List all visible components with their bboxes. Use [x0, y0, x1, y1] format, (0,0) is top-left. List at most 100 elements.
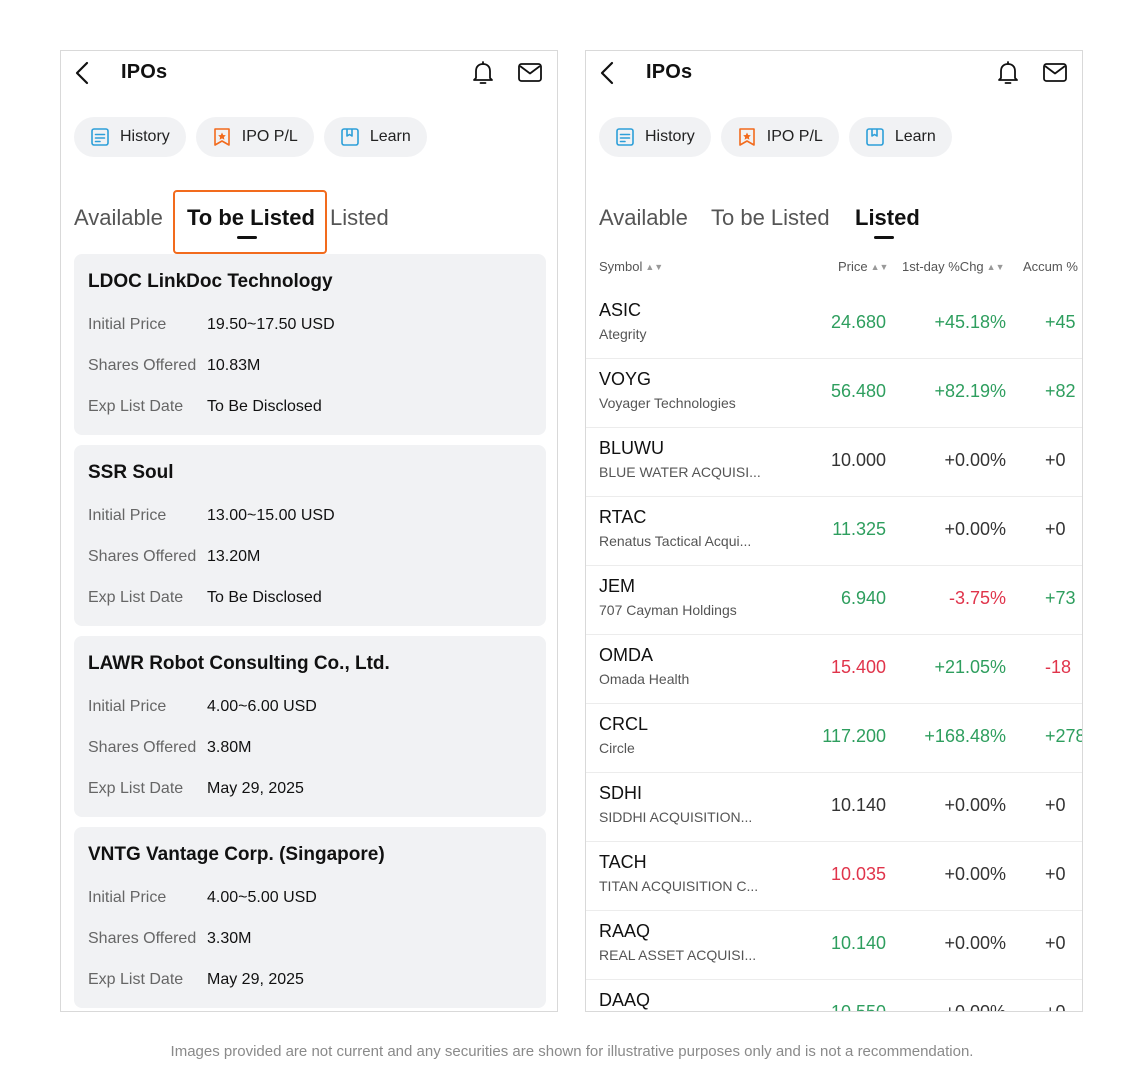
notifications-button[interactable]	[471, 60, 495, 86]
tab-listed[interactable]: Listed	[855, 205, 920, 230]
exp-list-date-row: Exp List Date May 29, 2025	[88, 780, 304, 798]
chevron-left-icon	[75, 61, 89, 85]
field-label: Initial Price	[88, 698, 167, 715]
tab-available[interactable]: Available	[74, 205, 163, 230]
row-company-name: TITAN ACQUISITION C...	[599, 878, 759, 894]
field-label: Shares Offered	[88, 739, 197, 756]
column-first-day-chg[interactable]: 1st-day %Chg ▲▼	[902, 259, 1004, 274]
row-company-name: Ategrity	[599, 326, 647, 342]
top-bar: IPOs	[586, 51, 1082, 95]
field-label: Exp List Date	[88, 589, 184, 606]
ipo-pl-chip[interactable]: IPO P/L	[195, 117, 314, 157]
table-row[interactable]: OMDA Omada Health 15.400 +21.05% -18	[586, 634, 1082, 704]
row-symbol: ASIC	[599, 300, 642, 320]
table-row[interactable]: TACH TITAN ACQUISITION C... 10.035 +0.00% +0	[586, 841, 1082, 911]
table-row[interactable]: JEM 707 Cayman Holdings 6.940 -3.75% +73	[586, 565, 1082, 635]
history-chip[interactable]: History	[599, 117, 711, 157]
notifications-button[interactable]	[996, 60, 1020, 86]
row-symbol: SDHI	[599, 783, 643, 803]
row-price: 56.480	[830, 381, 886, 401]
exp-list-date-value: To Be Disclosed	[207, 398, 322, 415]
row-price: 117.200	[822, 726, 886, 746]
exp-list-date-row: Exp List Date May 29, 2025	[88, 971, 304, 989]
exp-list-date-value: May 29, 2025	[207, 971, 304, 988]
row-price: 10.140	[830, 933, 886, 953]
field-label: Initial Price	[88, 316, 167, 333]
tab-available[interactable]: Available	[599, 205, 688, 230]
page-title: IPOs	[121, 61, 168, 83]
row-first-day-chg: +0.00%	[944, 795, 1006, 815]
bell-icon	[473, 61, 493, 84]
initial-price-row: Initial Price 19.50~17.50 USD	[88, 316, 335, 334]
table-header: Symbol ▲▼ Price ▲▼ 1st-day %Chg ▲▼ Accum %	[586, 259, 1082, 279]
column-symbol[interactable]: Symbol ▲▼	[599, 259, 663, 274]
row-price: 24.680	[830, 312, 886, 332]
tab-highlight-box	[173, 190, 327, 254]
table-row[interactable]: RTAC Renatus Tactical Acqui... 11.325 +0.00…	[586, 496, 1082, 566]
active-tab-indicator	[874, 236, 894, 239]
tab-to-be-listed[interactable]: To be Listed	[187, 205, 315, 230]
row-symbol: DAAQ	[599, 990, 651, 1010]
learn-chip-label: Learn	[894, 128, 936, 145]
exp-list-date-value: May 29, 2025	[207, 780, 304, 797]
row-first-day-chg: -3.75%	[948, 588, 1006, 608]
ipo-card[interactable]: LAWR Robot Consulting Co., Ltd. Initial …	[74, 636, 546, 817]
table-row[interactable]: VOYG Voyager Technologies 56.480 +82.19% +82	[586, 358, 1082, 428]
history-icon	[90, 127, 110, 147]
initial-price-value: 4.00~5.00 USD	[207, 889, 317, 906]
shares-offered-row: Shares Offered 10.83M	[88, 357, 260, 375]
ipo-screen-to-be-listed: IPOs History IPO P/L Learn Available To …	[60, 50, 558, 1012]
learn-chip-label: Learn	[369, 128, 411, 145]
shares-offered-value: 3.30M	[207, 930, 252, 947]
table-row[interactable]: SDHI SIDDHI ACQUISITION... 10.140 +0.00% +0	[586, 772, 1082, 842]
table-row[interactable]: BLUWU BLUE WATER ACQUISI... 10.000 +0.00% +0	[586, 427, 1082, 497]
row-price: 10.000	[830, 450, 886, 470]
row-price: 10.035	[830, 864, 886, 884]
ipo-screen-listed: IPOs History IPO P/L Learn Available To …	[585, 50, 1083, 1012]
ipo-pl-chip[interactable]: IPO P/L	[720, 117, 839, 157]
column-price[interactable]: Price ▲▼	[838, 259, 888, 274]
learn-chip[interactable]: Learn	[323, 117, 427, 157]
back-button[interactable]	[598, 60, 618, 86]
table-row[interactable]: DAAQ 10.550 +0.00% +0	[586, 979, 1082, 1012]
column-symbol-label: Symbol	[599, 259, 643, 274]
exp-list-date-row: Exp List Date To Be Disclosed	[88, 589, 322, 607]
row-price: 6.940	[840, 588, 886, 608]
table-row[interactable]: ASIC Ategrity 24.680 +45.18% +45	[586, 289, 1082, 359]
back-button[interactable]	[73, 60, 93, 86]
ipo-card[interactable]: LDOC LinkDoc Technology Initial Price 19.…	[74, 254, 546, 435]
tab-listed[interactable]: Listed	[330, 205, 389, 230]
shares-offered-value: 10.83M	[207, 357, 261, 374]
star-ribbon-icon	[212, 127, 232, 147]
row-accum-chg: +73	[1045, 588, 1076, 608]
row-accum-chg: +0	[1045, 933, 1066, 953]
history-chip-label: History	[120, 128, 170, 145]
row-price: 11.325	[832, 519, 886, 539]
history-icon	[615, 127, 635, 147]
initial-price-row: Initial Price 4.00~6.00 USD	[88, 698, 317, 716]
field-label: Exp List Date	[88, 780, 184, 797]
history-chip[interactable]: History	[74, 117, 186, 157]
bookmark-icon	[865, 127, 885, 147]
tab-to-be-listed[interactable]: To be Listed	[711, 205, 830, 230]
learn-chip[interactable]: Learn	[848, 117, 952, 157]
messages-button[interactable]	[517, 61, 543, 85]
shares-offered-value: 13.20M	[207, 548, 261, 565]
chevron-left-icon	[600, 61, 614, 85]
initial-price-value: 4.00~6.00 USD	[207, 698, 317, 715]
row-accum-chg: +0	[1045, 519, 1066, 539]
row-symbol: RAAQ	[599, 921, 651, 941]
table-row[interactable]: RAAQ REAL ASSET ACQUISI... 10.140 +0.00% +0	[586, 910, 1082, 980]
table-row[interactable]: CRCL Circle 117.200 +168.48% +278	[586, 703, 1082, 773]
row-company-name: 707 Cayman Holdings	[599, 602, 737, 618]
ipo-card[interactable]: SSR Soul Initial Price 13.00~15.00 USD Sh…	[74, 445, 546, 626]
messages-button[interactable]	[1042, 61, 1068, 85]
row-first-day-chg: +0.00%	[944, 864, 1006, 884]
shares-offered-value: 3.80M	[207, 739, 252, 756]
card-title: LDOC LinkDoc Technology	[88, 271, 333, 292]
row-symbol: CRCL	[599, 714, 649, 734]
row-company-name: Omada Health	[599, 671, 690, 687]
ipo-card[interactable]: VNTG Vantage Corp. (Singapore) Initial P…	[74, 827, 546, 1008]
row-first-day-chg: +0.00%	[944, 1002, 1006, 1012]
column-accum[interactable]: Accum %	[1023, 259, 1078, 274]
